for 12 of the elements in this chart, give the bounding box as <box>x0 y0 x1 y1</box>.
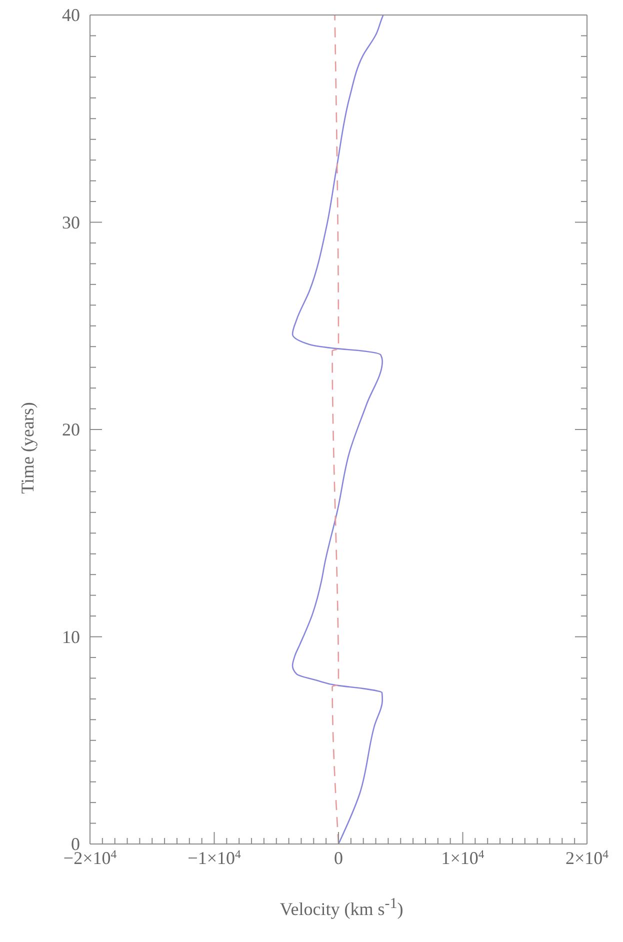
y-axis-title: Time (years) <box>18 402 38 494</box>
y-tick-label: 10 <box>62 626 80 647</box>
x-axis-title: Velocity (km s$^{-1}$) <box>278 896 404 920</box>
line-series <box>332 15 340 844</box>
y-tick-label: 40 <box>62 5 80 25</box>
line-series <box>292 15 384 844</box>
y-tick-label: 30 <box>62 212 80 232</box>
x-tick-label: 0 <box>334 848 343 868</box>
x-tick-label: 2×10$^{4}$ <box>566 848 609 868</box>
y-tick-label: 20 <box>62 420 80 440</box>
x-tick-label: 1×10$^{4}$ <box>441 848 484 868</box>
x-tick-label: −1×10$^{4}$ <box>188 848 241 868</box>
